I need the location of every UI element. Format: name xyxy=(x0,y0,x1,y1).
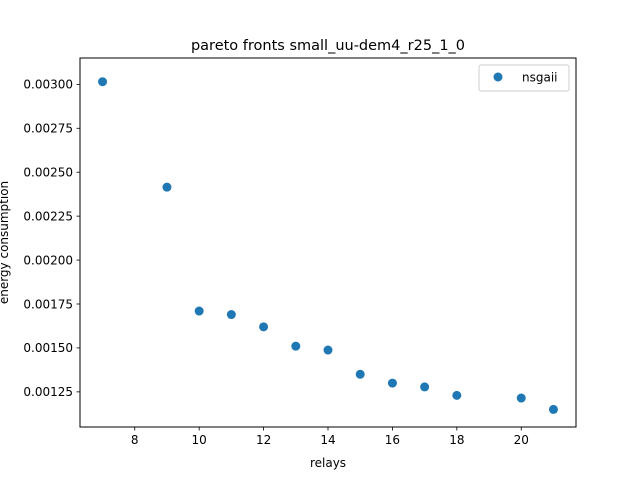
legend: nsgaii xyxy=(478,64,570,92)
x-tick-label: 10 xyxy=(192,433,207,447)
data-point xyxy=(291,341,301,351)
data-point xyxy=(548,404,558,414)
plot-area xyxy=(98,77,558,414)
y-tick-label: 0.00175 xyxy=(23,297,73,311)
y-tick-label: 0.00125 xyxy=(23,385,73,399)
y-tick-label: 0.00200 xyxy=(23,253,73,267)
data-point xyxy=(226,310,236,320)
x-axis-label: relays xyxy=(310,456,346,470)
chart-title: pareto fronts small_uu-dem4_r25_1_0 xyxy=(191,38,465,54)
y-tick-label: 0.00225 xyxy=(23,209,73,223)
y-tick-label: 0.00150 xyxy=(23,341,73,355)
data-point xyxy=(355,369,365,379)
y-tick-label: 0.00275 xyxy=(23,122,73,136)
data-point xyxy=(323,345,333,355)
y-tick-label: 0.00300 xyxy=(23,78,73,92)
data-point xyxy=(452,390,462,400)
data-point xyxy=(387,378,397,388)
x-tick-label: 14 xyxy=(320,433,335,447)
data-point xyxy=(162,182,172,192)
data-point xyxy=(259,322,269,332)
data-point xyxy=(98,77,108,87)
axis-ticks: 8 10 12 14 16 18 20 0.00125 0.00150 0.00175 0.0020… xyxy=(23,78,529,447)
y-tick-label: 0.00250 xyxy=(23,166,73,180)
x-tick-label: 20 xyxy=(514,433,529,447)
x-tick-label: 8 xyxy=(131,433,139,447)
legend-box xyxy=(478,64,570,92)
data-point xyxy=(516,393,526,403)
x-tick-label: 12 xyxy=(256,433,271,447)
y-axis-label: energy consumption xyxy=(0,181,11,304)
legend-marker xyxy=(493,72,503,82)
x-tick-label: 18 xyxy=(449,433,464,447)
x-tick-label: 16 xyxy=(385,433,400,447)
legend-label: nsgaii xyxy=(522,71,558,85)
data-point xyxy=(420,382,430,392)
data-point xyxy=(194,306,204,316)
axes-frame xyxy=(79,57,577,428)
